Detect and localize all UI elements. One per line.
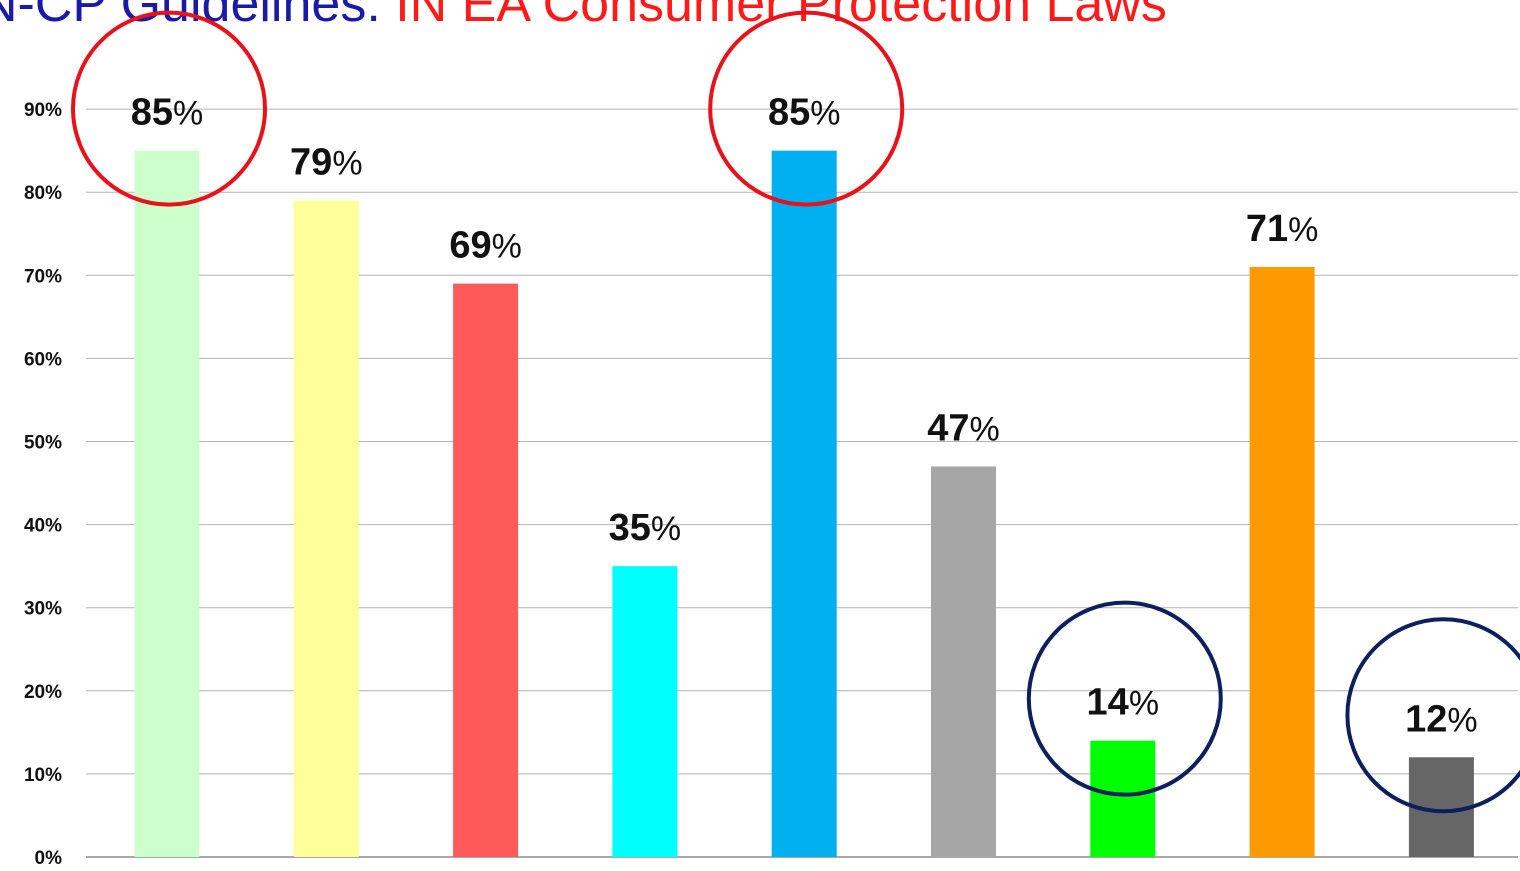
data-label-suffix: % bbox=[970, 410, 1000, 448]
data-label: 14% bbox=[1087, 682, 1160, 724]
data-label-suffix: % bbox=[332, 145, 362, 183]
data-label-value: 79 bbox=[290, 142, 332, 184]
data-label: 79% bbox=[290, 142, 363, 184]
data-label-value: 85 bbox=[768, 92, 810, 134]
highlight-circle bbox=[1026, 600, 1223, 797]
data-label-suffix: % bbox=[810, 95, 840, 133]
highlight-circle bbox=[71, 10, 267, 207]
bar bbox=[1090, 740, 1156, 857]
data-label-value: 71 bbox=[1246, 208, 1288, 250]
y-tick-label: 70% bbox=[24, 266, 62, 287]
y-tick-label: 30% bbox=[24, 599, 62, 620]
data-label-suffix: % bbox=[492, 228, 522, 266]
data-label: 12% bbox=[1405, 698, 1478, 740]
bar bbox=[453, 283, 519, 857]
data-label-suffix: % bbox=[651, 510, 681, 548]
data-label: 47% bbox=[927, 407, 1000, 449]
data-label-suffix: % bbox=[1288, 211, 1318, 249]
data-label-value: 69 bbox=[449, 225, 491, 267]
data-label-suffix: % bbox=[173, 95, 203, 133]
y-tick-label: 20% bbox=[24, 682, 62, 703]
bar bbox=[931, 466, 996, 857]
y-tick-label: 40% bbox=[24, 516, 62, 537]
data-label-value: 12 bbox=[1405, 698, 1447, 740]
data-label-value: 14 bbox=[1087, 682, 1129, 724]
data-label-value: 47 bbox=[927, 407, 969, 449]
data-label: 85% bbox=[131, 92, 204, 134]
data-label-suffix: % bbox=[1129, 685, 1159, 723]
bar bbox=[612, 566, 678, 857]
y-tick-label: 60% bbox=[24, 349, 62, 370]
data-label-value: 35 bbox=[609, 507, 651, 549]
highlight-circle bbox=[1345, 617, 1520, 814]
y-tick-label: 10% bbox=[24, 765, 62, 786]
bar bbox=[771, 150, 837, 857]
data-label: 71% bbox=[1246, 208, 1319, 250]
y-tick-label: 80% bbox=[24, 183, 62, 204]
data-label-suffix: % bbox=[1447, 701, 1477, 739]
data-label: 35% bbox=[609, 507, 682, 549]
y-tick-label: 0% bbox=[35, 848, 63, 869]
data-label: 85% bbox=[768, 92, 841, 134]
y-tick-label: 50% bbox=[24, 433, 62, 454]
data-label-value: 85 bbox=[131, 92, 173, 134]
bar bbox=[134, 150, 200, 857]
data-label: 69% bbox=[449, 225, 522, 267]
bar bbox=[293, 200, 359, 857]
bar bbox=[1249, 266, 1315, 857]
highlight-circle bbox=[708, 10, 905, 207]
y-tick-label: 90% bbox=[24, 100, 62, 121]
